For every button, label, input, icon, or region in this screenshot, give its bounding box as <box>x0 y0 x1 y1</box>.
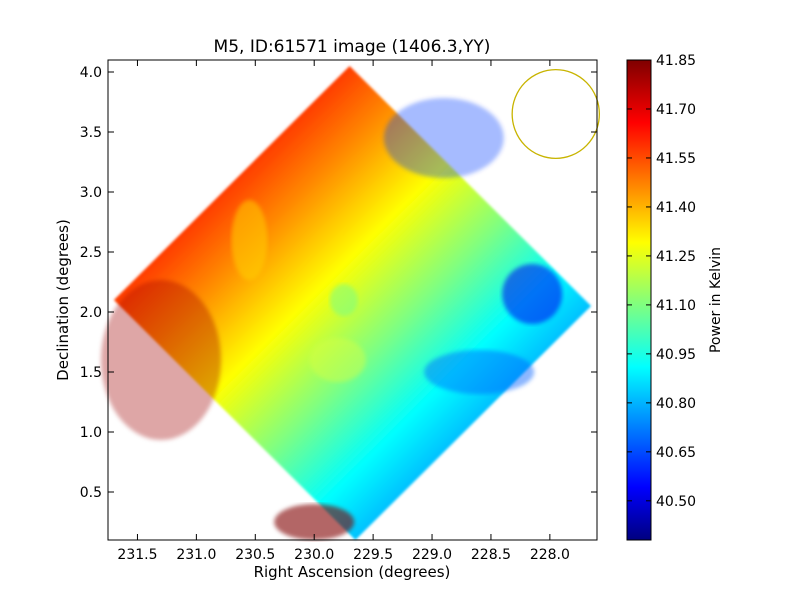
colorbar-tick-label: 40.50 <box>656 494 696 510</box>
heatmap-structure-0 <box>101 280 222 440</box>
y-tick-label: 2.5 <box>80 245 102 261</box>
colorbar-tick-label: 41.40 <box>656 200 696 216</box>
colorbar-ticks: 40.50 40.65 40.80 40.95 41.10 41.25 41.40 41.55… <box>627 53 696 510</box>
colorbar-tick-label: 40.65 <box>656 445 696 461</box>
heatmap-structure-3 <box>309 338 366 382</box>
y-tick-label: 1.0 <box>80 425 102 441</box>
x-tick-label: 231.0 <box>176 547 216 563</box>
colorbar-tick-label: 41.70 <box>656 102 696 118</box>
colorbar-tick-label: 41.10 <box>656 298 696 314</box>
heatmap-structure-7 <box>383 98 504 178</box>
plot-frame <box>107 59 598 541</box>
heatmap-structure-6 <box>329 284 358 316</box>
x-axis-ticks: 231.5 231.0 230.5 230.0 229.5 229.0 228.5 228.0 <box>117 60 570 563</box>
x-tick-label: 229.5 <box>353 547 393 563</box>
x-tick-label: 228.5 <box>471 547 511 563</box>
heatmap-structure-4 <box>424 350 535 394</box>
beam-ellipse <box>511 68 601 160</box>
y-tick-label: 1.5 <box>80 365 102 381</box>
heatmap-structure-5 <box>502 264 563 324</box>
colorbar-tick-label: 41.85 <box>656 53 696 69</box>
y-tick-label: 3.5 <box>80 125 102 141</box>
x-tick-label: 228.0 <box>530 547 570 563</box>
colorbar-tick-label: 41.55 <box>656 151 696 167</box>
colorbar-tick-label: 41.25 <box>656 249 696 265</box>
colorbar <box>626 59 652 541</box>
chart-title: M5, ID:61571 image (1406.3,YY) <box>214 37 491 57</box>
y-tick-label: 3.0 <box>80 185 102 201</box>
colorbar-tick-label: 40.95 <box>656 347 696 363</box>
y-tick-label: 4.0 <box>80 65 102 81</box>
x-tick-label: 230.5 <box>235 547 275 563</box>
heatmap-structure-1 <box>274 504 355 540</box>
y-axis-label: Declination (degrees) <box>54 219 72 381</box>
x-tick-label: 231.5 <box>117 547 157 563</box>
heatmap-structure-2 <box>231 200 268 280</box>
x-tick-label: 230.0 <box>294 547 334 563</box>
colorbar-tick-label: 40.80 <box>656 396 696 412</box>
colorbar-label: Power in Kelvin <box>708 247 724 353</box>
y-tick-label: 2.0 <box>80 305 102 321</box>
y-tick-label: 0.5 <box>80 485 102 501</box>
x-axis-label: Right Ascension (degrees) <box>254 563 451 581</box>
y-axis-ticks: 0.5 1.0 1.5 2.0 2.5 3.0 3.5 4.0 <box>80 65 597 501</box>
x-tick-label: 229.0 <box>412 547 452 563</box>
heatmap-layer <box>101 66 592 540</box>
